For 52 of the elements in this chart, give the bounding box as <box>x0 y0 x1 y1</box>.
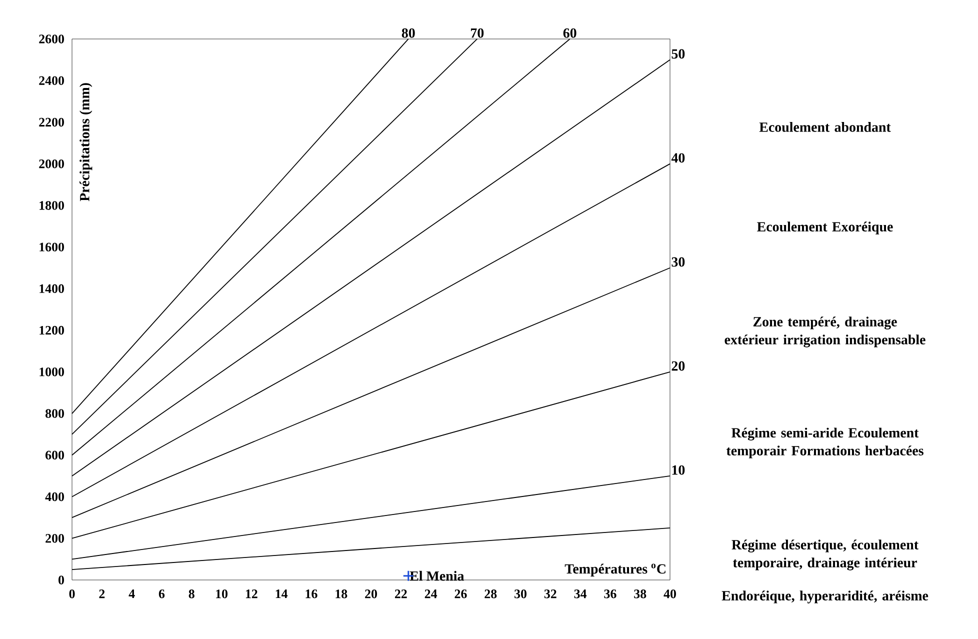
series-label: 20 <box>672 361 685 371</box>
series-label: 70 <box>470 28 484 38</box>
x-tick-label: 10 <box>216 590 228 598</box>
x-tick-label: 16 <box>306 590 318 598</box>
x-tick-label: 24 <box>424 590 438 598</box>
y-tick-label: 2600 <box>39 34 64 44</box>
x-tick-label: 26 <box>454 590 467 598</box>
y-tick-label: 600 <box>46 450 64 460</box>
text: Régime semi-aride Ecoulement temporair Formations herbacées <box>726 428 924 458</box>
x-tick-label: 32 <box>544 590 556 598</box>
y-tick-label: 1400 <box>40 284 64 294</box>
series-label: 60 <box>563 28 576 38</box>
y-tick-label: 2000 <box>39 159 64 168</box>
x-tick-label: 14 <box>276 590 288 598</box>
text: Régime désertique, écoulement temporaire, drainage intérieur <box>732 540 918 570</box>
y-tick-label: 2200 <box>39 118 64 127</box>
x-tick-label: 40 <box>664 590 676 598</box>
x-tick-label: 34 <box>574 590 587 598</box>
series-label: 10 <box>672 465 685 475</box>
x-tick-label: 22 <box>394 590 407 598</box>
series-label: 80 <box>402 28 415 38</box>
y-tick-label: 200 <box>46 534 64 543</box>
y-tick-label: 2400 <box>39 76 64 85</box>
x-tick-label: 20 <box>365 590 377 598</box>
x-tick-label: 8 <box>188 590 194 598</box>
y-tick-label: 800 <box>46 409 64 418</box>
x-tick-label: 38 <box>634 590 646 598</box>
y-tick-label: 1600 <box>40 242 64 252</box>
y-tick-label: 1800 <box>40 201 64 210</box>
y-tick-label: 0 <box>58 576 64 584</box>
x-tick-label: 0 <box>69 590 75 598</box>
y-tick-label: 1200 <box>40 326 64 335</box>
x-tick-label: 28 <box>484 590 497 598</box>
text: Ecoulement Exoréique <box>757 222 893 234</box>
x-axis-title: Températures $^{o}$C <box>564 564 666 576</box>
x-tick-label: 2 <box>99 590 105 598</box>
x-tick-label: 12 <box>246 590 258 598</box>
text: Zone tempéré, drainage extérieur irrigation indispensable <box>724 316 926 348</box>
text: Ecoulement abondant <box>759 122 891 132</box>
series-label: 50 <box>672 49 685 59</box>
x-tick-label: 18 <box>336 590 348 598</box>
text: Endoréique, hyperaridité, aréisme <box>722 590 928 604</box>
x-tick-label: 30 <box>514 590 526 598</box>
y-tick-label: 400 <box>45 492 64 502</box>
series-label: El Menia <box>410 570 464 581</box>
y-tick-label: 1000 <box>40 368 64 376</box>
series-label: 30 <box>672 257 685 267</box>
x-tick-label: 36 <box>604 590 616 598</box>
x-tick-label: 6 <box>158 590 165 598</box>
series-label: 40 <box>671 153 685 163</box>
x-tick-label: 4 <box>128 590 135 598</box>
y-axis-title: Précipitations (mm) <box>80 83 92 202</box>
